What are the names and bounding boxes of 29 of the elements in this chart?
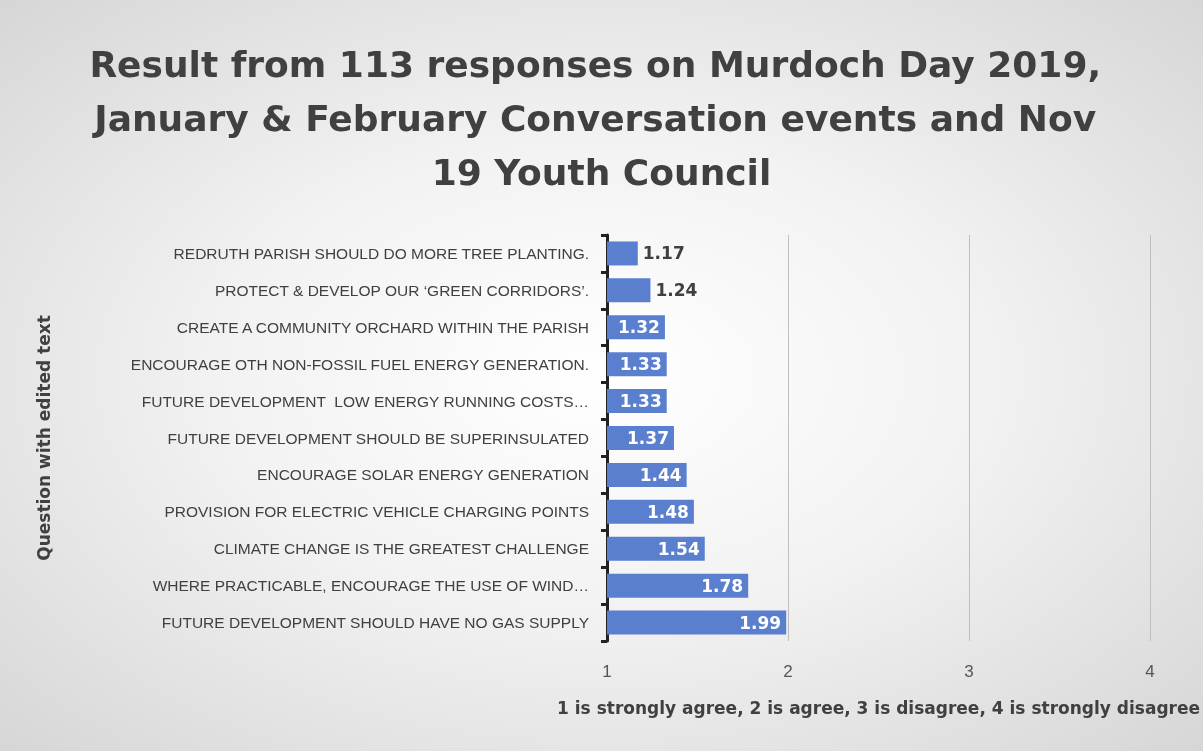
data-label: 1.17 <box>642 243 685 264</box>
data-label: 1.33 <box>619 391 662 412</box>
y-tick-label: FUTURE DEVELOPMENT SHOULD HAVE NO GAS SUPPLY <box>161 614 589 632</box>
y-axis-title: Question with edited text <box>33 315 54 561</box>
x-tick-label: 1 <box>602 662 612 681</box>
x-tick-label: 2 <box>783 662 793 681</box>
y-tick-label: ENCOURAGE OTH NON-FOSSIL FUEL ENERGY GENERATION. <box>130 355 589 373</box>
y-tick-label: REDRUTH PARISH SHOULD DO MORE TREE PLANTING. <box>173 244 589 262</box>
y-tick-label: ENCOURAGE SOLAR ENERGY GENERATION <box>257 466 589 484</box>
y-tick-label: PROTECT & DEVELOP OUR ‘GREEN CORRIDORS’. <box>214 281 589 299</box>
data-label: 1.48 <box>646 501 689 522</box>
data-label: 1.32 <box>617 317 660 338</box>
y-tick-label: WHERE PRACTICABLE, ENCOURAGE THE USE OF WIND… <box>152 577 589 595</box>
data-label: 1.99 <box>739 612 782 633</box>
data-label: 1.44 <box>639 464 682 485</box>
x-tick-label: 4 <box>1145 662 1155 681</box>
y-tick-label: FUTURE DEVELOPMENT LOW ENERGY RUNNING COSTS… <box>141 392 589 410</box>
y-tick-label: CREATE A COMMUNITY ORCHARD WITHIN THE PARISH <box>176 318 589 336</box>
data-label: 1.78 <box>701 575 744 596</box>
y-tick-label: FUTURE DEVELOPMENT SHOULD BE SUPERINSULATED <box>167 429 589 447</box>
data-label: 1.24 <box>655 280 698 301</box>
y-tick-label: PROVISION FOR ELECTRIC VEHICLE CHARGING POINTS <box>164 503 589 521</box>
data-label: 1.33 <box>619 354 662 375</box>
chart-title: Result from 113 responses on Murdoch Day 2019, January & February Conversation events and Nov 19 Youth Council <box>89 43 1114 193</box>
data-label: 1.37 <box>627 428 669 448</box>
y-tick-label: CLIMATE CHANGE IS THE GREATEST CHALLENGE <box>213 540 589 558</box>
x-axis-title: 1 is strongly agree, 2 is agree, 3 is disagree, 4 is strongly disagree <box>557 697 1201 718</box>
x-tick-label: 3 <box>964 662 974 681</box>
data-label: 1.54 <box>657 538 700 559</box>
